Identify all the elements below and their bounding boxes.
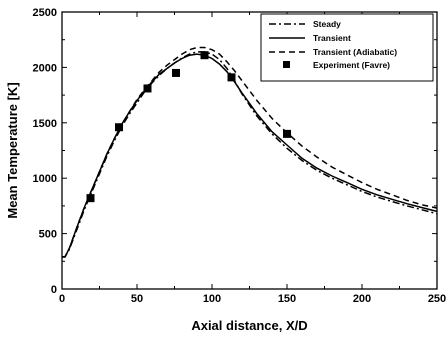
- x-axis-title: Axial distance, X/D: [191, 318, 307, 333]
- legend-label: Experiment (Favre): [313, 60, 390, 70]
- y-axis-title: Mean Temperature [K]: [5, 82, 20, 218]
- legend-marker: [283, 61, 290, 68]
- series-line-transient: [62, 53, 438, 258]
- series-line-steady: [62, 51, 438, 258]
- x-tick-label: 200: [353, 293, 371, 305]
- y-tick-label: 500: [39, 229, 57, 241]
- legend-label: Transient: [313, 33, 351, 43]
- legend-label: Transient (Adiabatic): [313, 47, 397, 57]
- experiment-point: [115, 123, 123, 132]
- x-tick-label: 150: [278, 293, 296, 305]
- experiment-point: [143, 84, 152, 93]
- series-line-transient-adiabatic: [62, 46, 438, 258]
- experiment-point: [227, 73, 236, 82]
- legend: Steady Transient Transient (Adiabatic) Expe…: [260, 13, 434, 82]
- experiment-point: [172, 68, 180, 77]
- y-tick-label: 2500: [33, 7, 57, 19]
- x-tick-label: 0: [59, 293, 65, 305]
- experiment-point: [86, 194, 95, 203]
- y-tick-label: 0: [51, 284, 57, 296]
- legend-label: Steady: [313, 19, 341, 29]
- legend-box: [260, 13, 434, 82]
- experiment-point: [200, 51, 209, 60]
- x-tick-label: 250: [428, 293, 446, 305]
- y-tick-label: 1000: [33, 173, 57, 185]
- experiment-point: [283, 129, 291, 138]
- y-tick-label: 2000: [33, 62, 57, 74]
- experiment-markers: [86, 51, 291, 203]
- x-tick-label: 50: [131, 293, 143, 305]
- series-lines: [62, 46, 438, 258]
- y-tick-label: 1500: [33, 118, 57, 130]
- x-tick-label: 100: [203, 293, 221, 305]
